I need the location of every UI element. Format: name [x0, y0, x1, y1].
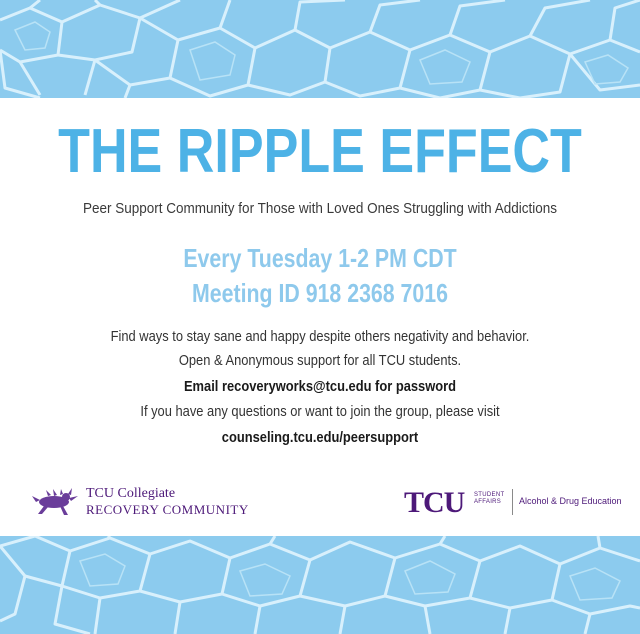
water-pattern-bottom: [0, 536, 640, 634]
logo-divider: [512, 489, 513, 515]
water-pattern-top: [0, 0, 640, 98]
event-subtitle: Peer Support Community for Those with Lo…: [82, 200, 557, 217]
affairs-label: AFFAIRS: [474, 499, 502, 505]
website-link[interactable]: counseling.tcu.edu/peersupport: [221, 429, 419, 446]
email-instruction: Email recoveryworks@tcu.edu for password: [183, 378, 457, 395]
recovery-community-logo: TCU Collegiate RECOVERY COMMUNITY: [30, 484, 250, 520]
horned-frog-icon: [32, 488, 78, 515]
meeting-time: Every Tuesday 1-2 PM CDT: [183, 243, 457, 273]
logo-text-collegiate: TCU Collegiate: [86, 486, 176, 501]
event-title: THE RIPPLE EFFECT: [58, 117, 582, 186]
department-label: Alcohol & Drug Education: [519, 496, 622, 506]
description-line: Find ways to stay sane and happy despite…: [110, 328, 530, 345]
contact-line: If you have any questions or want to joi…: [140, 403, 500, 420]
tcu-wordmark: TCU: [404, 486, 465, 519]
eligibility-line: Open & Anonymous support for all TCU stu…: [178, 352, 462, 369]
meeting-id: Meeting ID 918 2368 7016: [192, 278, 448, 308]
ripple-pattern-top: [0, 0, 640, 98]
ripple-pattern-bottom: [0, 536, 640, 634]
logo-text-recovery: RECOVERY COMMUNITY: [86, 502, 249, 517]
student-label: STUDENT: [474, 492, 505, 498]
student-affairs-label: STUDENT AFFAIRS: [474, 492, 504, 506]
student-affairs-logo: TCU STUDENT AFFAIRS Alcohol & Drug Educa…: [404, 486, 624, 520]
